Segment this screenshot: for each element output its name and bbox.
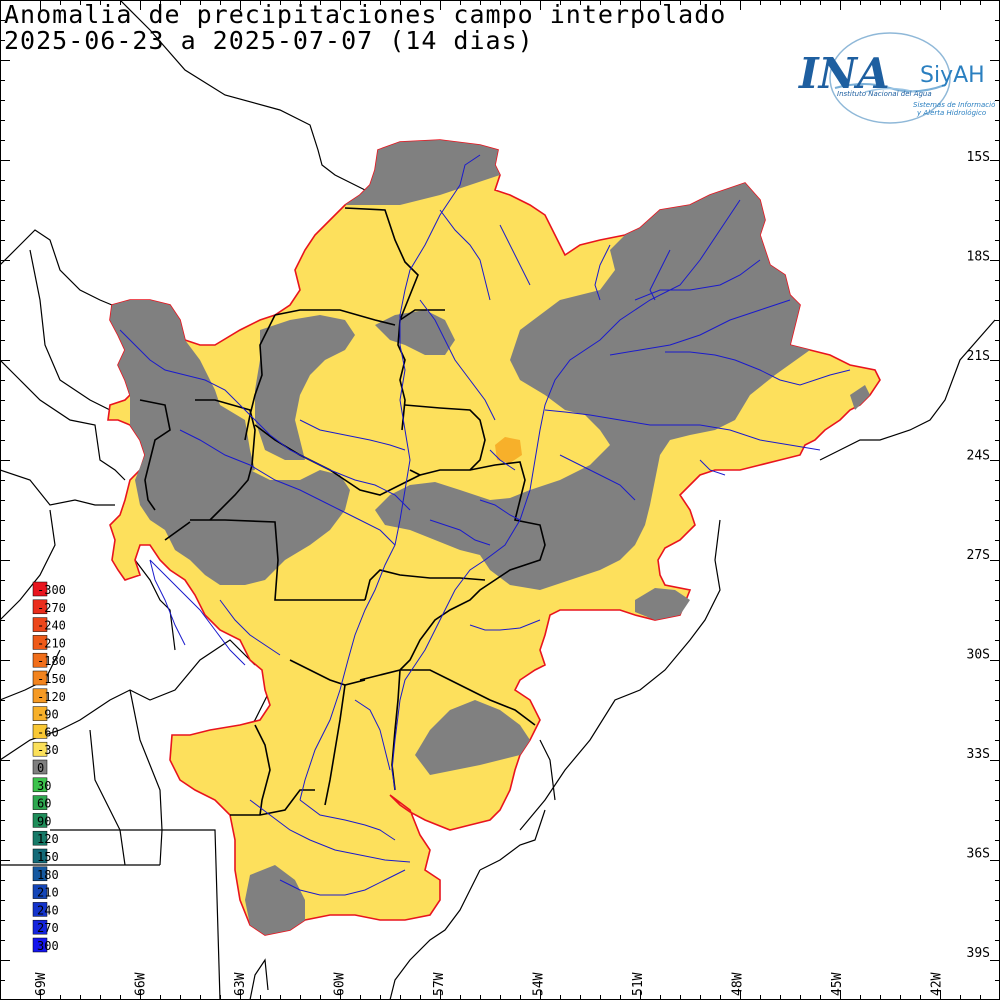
legend-label: 240 bbox=[37, 903, 59, 917]
logo-siyah-text: SiyAH bbox=[920, 63, 985, 88]
legend-label: -60 bbox=[37, 725, 59, 739]
legend-label: -270 bbox=[37, 601, 66, 615]
legend-label: 60 bbox=[37, 797, 51, 811]
lat-label: 24S bbox=[967, 449, 990, 464]
ina-siyah-logo: INA SiyAH Instituto Nacional del Agua Si… bbox=[798, 32, 995, 124]
lon-label: 66W bbox=[134, 972, 149, 996]
legend-swatch bbox=[32, 902, 48, 917]
lat-label: 33S bbox=[967, 747, 990, 762]
map-title-line1: Anomalia de precipitaciones campo interp… bbox=[4, 0, 727, 29]
lon-label: 48W bbox=[731, 972, 746, 996]
legend-swatch bbox=[32, 884, 48, 899]
lat-label: 18S bbox=[967, 250, 990, 265]
lon-label: 45W bbox=[830, 972, 845, 996]
logo-ina-text: INA bbox=[798, 49, 890, 98]
legend-swatch bbox=[32, 635, 48, 650]
legend-swatch bbox=[32, 724, 48, 739]
legend-label: -240 bbox=[37, 619, 66, 633]
legend-swatch bbox=[32, 652, 48, 668]
longitude-labels: 69W 66W 63W 60W 57W 54W 51W 48W 45W 42W bbox=[34, 972, 945, 996]
neutral-anomaly-regions bbox=[110, 140, 870, 935]
lat-label: 27S bbox=[967, 548, 990, 563]
legend-label: 210 bbox=[37, 886, 59, 900]
legend-swatch bbox=[32, 813, 48, 828]
legend-label: -300 bbox=[37, 583, 66, 597]
legend-swatch bbox=[32, 599, 48, 615]
lon-label: 60W bbox=[333, 972, 348, 996]
legend-label: 300 bbox=[37, 939, 59, 953]
legend-swatch bbox=[32, 617, 48, 632]
internal-borders bbox=[139, 207, 546, 816]
legend-label: -30 bbox=[37, 743, 59, 757]
legend-swatch bbox=[32, 759, 48, 775]
lon-label: 42W bbox=[930, 972, 945, 996]
legend-label: -150 bbox=[37, 672, 66, 686]
legend-swatch bbox=[32, 688, 48, 704]
legend-swatch bbox=[32, 866, 48, 882]
legend-label: -180 bbox=[37, 654, 66, 668]
map-title-line2: 2025-06-23 a 2025-07-07 (14 dias) bbox=[4, 26, 534, 55]
legend-swatch bbox=[32, 741, 48, 757]
logo-alerta-text: y Alerta Hidrológico bbox=[916, 109, 986, 117]
logo-sistemas-text: Sistemas de Información bbox=[913, 101, 995, 109]
logo-institute-text: Instituto Nacional del Agua bbox=[837, 90, 932, 98]
latitude-labels: 15S 18S 21S 24S 27S 30S 33S 36S 39S bbox=[967, 150, 990, 961]
legend-swatch bbox=[32, 830, 48, 846]
legend-label: -120 bbox=[37, 690, 66, 704]
legend-swatch bbox=[32, 581, 48, 597]
legend-swatch bbox=[32, 777, 48, 793]
legend-swatch bbox=[32, 795, 48, 810]
lon-label: 51W bbox=[631, 972, 646, 996]
legend-label: 270 bbox=[37, 921, 59, 935]
legend-swatch bbox=[32, 848, 48, 864]
lat-label: 15S bbox=[967, 150, 990, 165]
legend-label: 0 bbox=[37, 761, 44, 775]
legend-swatch bbox=[32, 919, 48, 935]
lon-label: 57W bbox=[432, 972, 447, 996]
lat-label: 36S bbox=[967, 847, 990, 862]
legend-swatch bbox=[32, 937, 48, 953]
lat-label: 39S bbox=[967, 946, 990, 961]
legend-label: 30 bbox=[37, 779, 51, 793]
legend-label: 90 bbox=[37, 814, 51, 828]
legend-label: -90 bbox=[37, 708, 59, 722]
legend-label: -210 bbox=[37, 636, 66, 650]
color-legend: -300-270-240-210-180-150-120-90-60-30030… bbox=[32, 581, 66, 953]
negative-anomaly-spot bbox=[495, 437, 522, 463]
lat-label: 30S bbox=[967, 648, 990, 663]
legend-label: 120 bbox=[37, 832, 59, 846]
lon-label: 63W bbox=[233, 972, 248, 996]
legend-label: 150 bbox=[37, 850, 59, 864]
lon-label: 54W bbox=[532, 972, 547, 996]
legend-label: 180 bbox=[37, 868, 59, 882]
lon-label: 69W bbox=[34, 972, 49, 996]
legend-swatch bbox=[32, 706, 48, 721]
legend-swatch bbox=[32, 670, 48, 686]
lat-label: 21S bbox=[967, 349, 990, 364]
rivers bbox=[119, 154, 851, 896]
